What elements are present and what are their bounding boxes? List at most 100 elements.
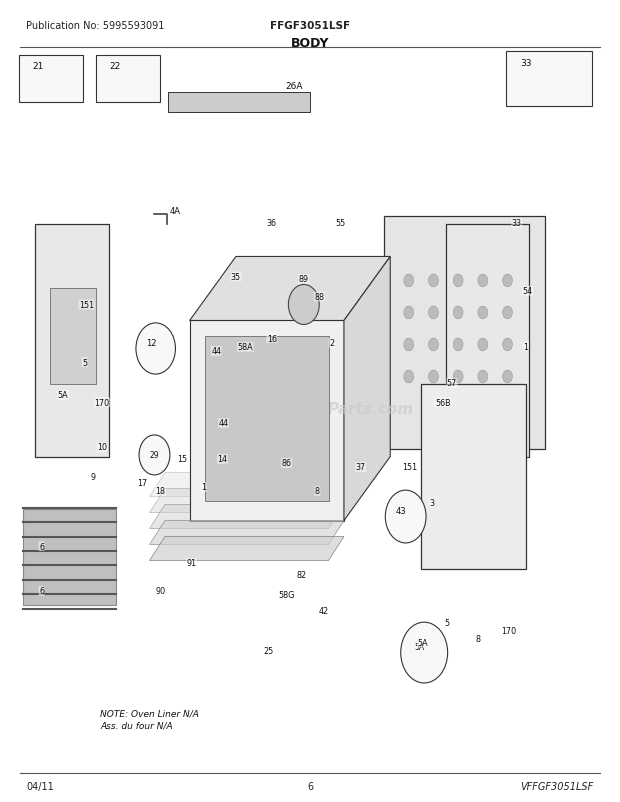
Text: 9: 9 xyxy=(90,472,95,481)
Bar xyxy=(23,509,115,605)
Text: 151: 151 xyxy=(79,301,94,310)
Circle shape xyxy=(453,371,463,383)
Circle shape xyxy=(478,306,488,319)
Text: FFGF3051LSF: FFGF3051LSF xyxy=(270,22,350,31)
Text: BODY: BODY xyxy=(291,38,329,51)
Text: 5: 5 xyxy=(82,358,87,367)
Circle shape xyxy=(404,338,414,351)
Polygon shape xyxy=(149,489,344,513)
Circle shape xyxy=(478,371,488,383)
Text: Ass. du four N/A: Ass. du four N/A xyxy=(100,721,173,730)
Circle shape xyxy=(478,338,488,351)
Circle shape xyxy=(478,275,488,287)
Polygon shape xyxy=(446,225,529,457)
Text: 16: 16 xyxy=(267,334,277,343)
Text: 2: 2 xyxy=(329,339,334,348)
Text: 14: 14 xyxy=(218,455,228,464)
Polygon shape xyxy=(35,225,109,457)
Polygon shape xyxy=(190,321,344,520)
Text: 4A: 4A xyxy=(169,207,180,216)
Text: 35: 35 xyxy=(231,273,241,282)
Circle shape xyxy=(503,371,513,383)
Circle shape xyxy=(404,275,414,287)
Text: 58A: 58A xyxy=(237,343,253,352)
Circle shape xyxy=(404,371,414,383)
Text: 26A: 26A xyxy=(285,82,303,91)
Bar xyxy=(168,93,310,113)
Text: 8: 8 xyxy=(315,487,320,496)
Text: 90: 90 xyxy=(156,587,166,596)
Text: 5: 5 xyxy=(445,618,449,628)
Text: 86: 86 xyxy=(281,459,291,468)
Text: 17: 17 xyxy=(137,479,147,488)
Text: 57: 57 xyxy=(447,379,457,388)
Circle shape xyxy=(428,275,438,287)
Text: 55: 55 xyxy=(336,219,346,228)
Text: 5A: 5A xyxy=(417,638,428,648)
Text: 56B: 56B xyxy=(435,398,451,407)
Circle shape xyxy=(503,275,513,287)
Polygon shape xyxy=(149,505,344,529)
Text: 1: 1 xyxy=(202,483,206,492)
Text: 18: 18 xyxy=(156,487,166,496)
Bar xyxy=(50,289,96,385)
Polygon shape xyxy=(190,257,390,321)
Text: 43: 43 xyxy=(396,506,407,515)
Polygon shape xyxy=(344,257,390,520)
Text: 5A: 5A xyxy=(58,391,68,400)
Text: 44: 44 xyxy=(211,347,221,356)
Text: 37: 37 xyxy=(355,463,366,472)
Text: 89: 89 xyxy=(299,275,309,284)
Circle shape xyxy=(453,306,463,319)
Text: 1: 1 xyxy=(523,342,528,351)
Text: NOTE: Oven Liner N/A: NOTE: Oven Liner N/A xyxy=(100,709,199,718)
Text: 33: 33 xyxy=(520,59,531,68)
Circle shape xyxy=(136,323,175,375)
Polygon shape xyxy=(149,537,344,561)
Text: 15: 15 xyxy=(177,455,187,464)
Circle shape xyxy=(428,371,438,383)
Text: 33: 33 xyxy=(512,219,522,228)
Text: Publication No: 5995593091: Publication No: 5995593091 xyxy=(26,22,164,31)
Circle shape xyxy=(401,622,448,683)
Circle shape xyxy=(453,338,463,351)
Text: 29: 29 xyxy=(149,450,159,459)
Text: 44: 44 xyxy=(219,419,229,428)
Polygon shape xyxy=(149,520,344,545)
Text: 5A: 5A xyxy=(415,642,425,652)
Text: 151: 151 xyxy=(402,463,417,472)
Text: 82: 82 xyxy=(297,571,307,580)
Text: 10: 10 xyxy=(97,443,107,452)
Text: VFFGF3051LSF: VFFGF3051LSF xyxy=(521,780,594,791)
Circle shape xyxy=(385,491,426,543)
Text: 12: 12 xyxy=(146,338,157,347)
Circle shape xyxy=(428,306,438,319)
Circle shape xyxy=(404,306,414,319)
Circle shape xyxy=(428,338,438,351)
Circle shape xyxy=(453,275,463,287)
FancyBboxPatch shape xyxy=(19,55,83,103)
Circle shape xyxy=(139,435,170,476)
Text: 3: 3 xyxy=(429,499,434,508)
Text: 91: 91 xyxy=(187,559,197,568)
Text: 22: 22 xyxy=(109,62,121,71)
Polygon shape xyxy=(384,217,544,449)
Circle shape xyxy=(503,306,513,319)
FancyBboxPatch shape xyxy=(507,52,592,107)
Text: 04/11: 04/11 xyxy=(26,780,54,791)
Text: 36: 36 xyxy=(267,219,277,228)
Text: 6: 6 xyxy=(39,542,44,551)
Text: 58G: 58G xyxy=(278,590,294,599)
Polygon shape xyxy=(149,473,344,497)
Text: 6: 6 xyxy=(39,587,44,596)
Polygon shape xyxy=(205,337,329,501)
FancyBboxPatch shape xyxy=(96,55,160,103)
Text: 6: 6 xyxy=(307,780,313,791)
Text: 54: 54 xyxy=(523,287,533,296)
Text: 21: 21 xyxy=(32,62,43,71)
Circle shape xyxy=(288,286,319,325)
Circle shape xyxy=(503,338,513,351)
Text: eReplacementParts.com: eReplacementParts.com xyxy=(206,402,414,416)
Text: 8: 8 xyxy=(476,634,480,644)
Text: 25: 25 xyxy=(263,646,273,656)
